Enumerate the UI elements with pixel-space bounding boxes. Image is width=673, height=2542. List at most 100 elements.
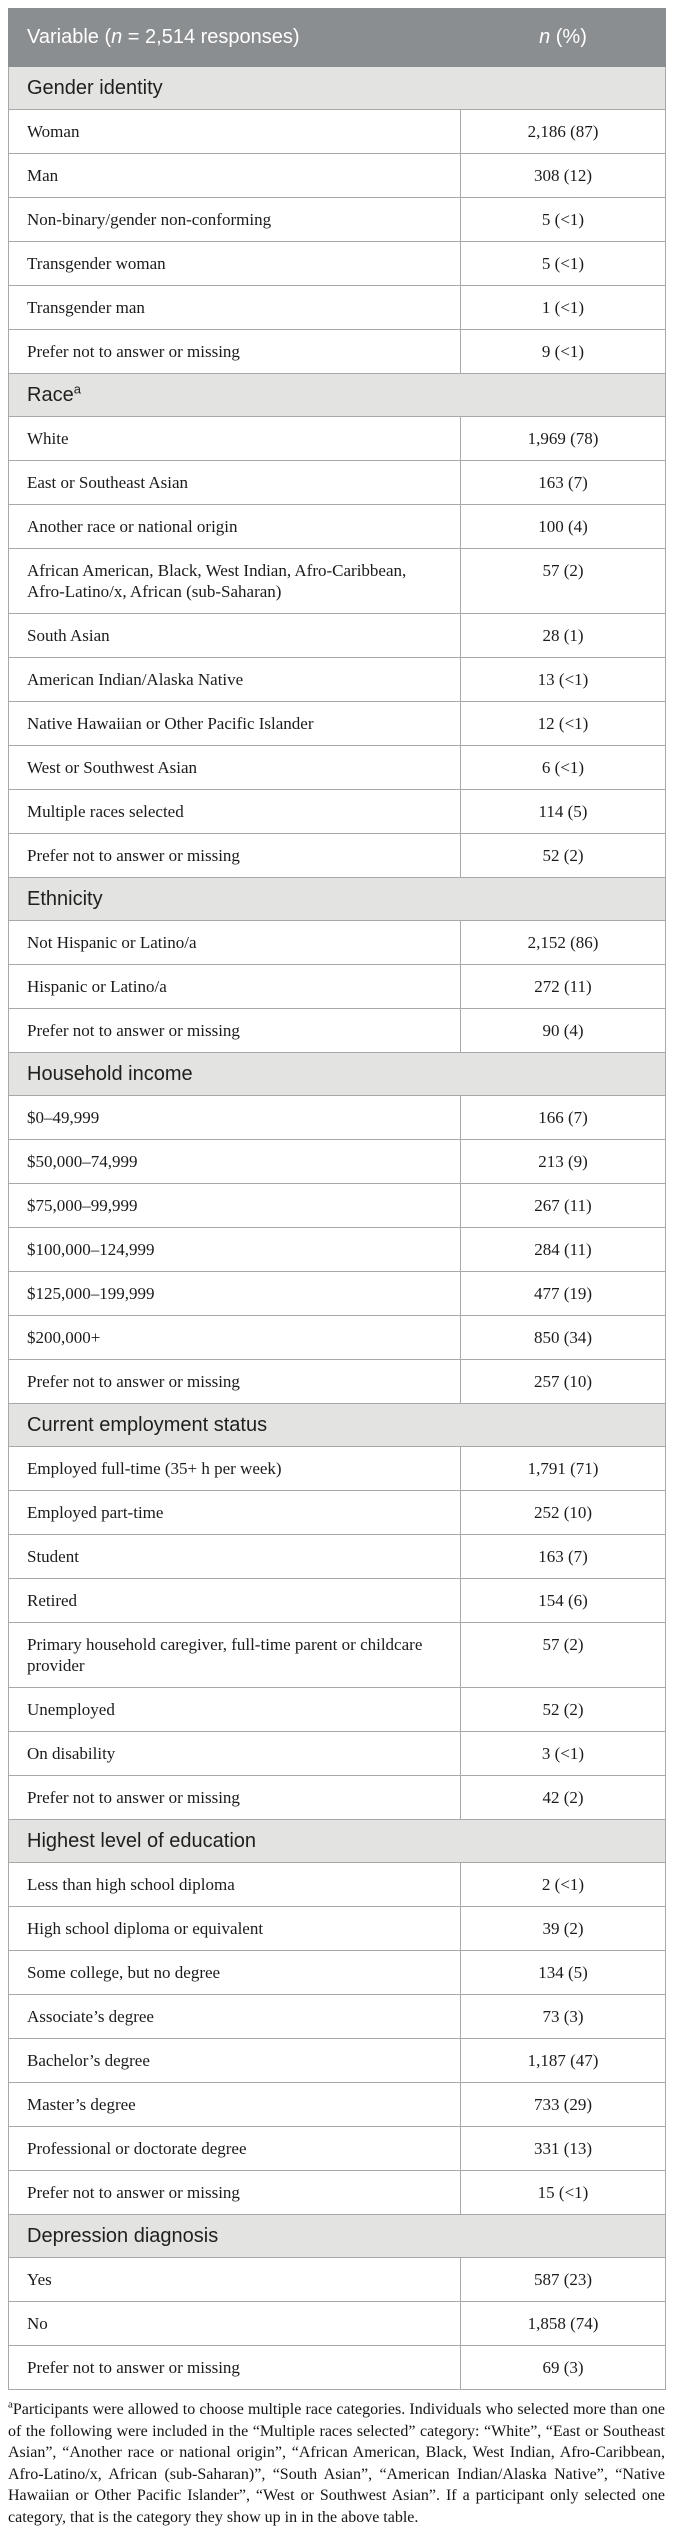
table-row: Multiple races selected 114 (5) [8, 789, 666, 834]
row-value: 12 (<1) [460, 701, 666, 746]
row-label: Associate’s degree [8, 1994, 461, 2039]
table-row: Another race or national origin 100 (4) [8, 504, 666, 549]
table-row: Prefer not to answer or missing 257 (10) [8, 1359, 666, 1404]
row-value: 308 (12) [460, 153, 666, 198]
row-value: 39 (2) [460, 1906, 666, 1951]
row-label: Prefer not to answer or missing [8, 833, 461, 878]
row-label: Transgender man [8, 285, 461, 330]
section-title: Race [27, 384, 74, 406]
row-value: 267 (11) [460, 1183, 666, 1228]
footnote-text: Participants were allowed to choose mult… [8, 2401, 665, 2526]
table-row: Employed full-time (35+ h per week) 1,791… [8, 1446, 666, 1491]
row-label: $50,000–74,999 [8, 1139, 461, 1184]
row-label: Transgender woman [8, 241, 461, 286]
header-n-percent-cell: n (%) [460, 8, 666, 67]
table-row: East or Southeast Asian 163 (7) [8, 460, 666, 505]
section-header-ethnicity: Ethnicity [8, 877, 666, 921]
row-label: $100,000–124,999 [8, 1227, 461, 1272]
table-row: $100,000–124,999 284 (11) [8, 1227, 666, 1272]
table-row: $50,000–74,999 213 (9) [8, 1139, 666, 1184]
section-title-cell: Depression diagnosis [8, 2214, 666, 2258]
row-label: African American, Black, West Indian, Af… [8, 548, 461, 614]
header-variable-prefix: Variable ( [27, 26, 112, 48]
section-title-cell: Gender identity [8, 66, 666, 110]
row-value: 57 (2) [460, 548, 666, 614]
table-row: On disability 3 (<1) [8, 1731, 666, 1776]
row-value: 166 (7) [460, 1095, 666, 1140]
row-label: Man [8, 153, 461, 198]
table-row: Not Hispanic or Latino/a 2,152 (86) [8, 920, 666, 965]
table-row: Yes 587 (23) [8, 2257, 666, 2302]
row-value: 42 (2) [460, 1775, 666, 1820]
table-footnote: aParticipants were allowed to choose mul… [8, 2399, 665, 2528]
section-header-depression-diagnosis: Depression diagnosis [8, 2214, 666, 2258]
row-value: 5 (<1) [460, 197, 666, 242]
section-title-cell: Ethnicity [8, 877, 666, 921]
table-row: Employed part-time 252 (10) [8, 1490, 666, 1535]
row-label: Another race or national origin [8, 504, 461, 549]
table-row: Associate’s degree 73 (3) [8, 1994, 666, 2039]
table-row: High school diploma or equivalent 39 (2) [8, 1906, 666, 1951]
row-value: 331 (13) [460, 2126, 666, 2171]
section-header-household-income: Household income [8, 1052, 666, 1096]
row-value: 1,858 (74) [460, 2301, 666, 2346]
section-title: Household income [27, 1063, 193, 1085]
row-label: Non-binary/gender non-conforming [8, 197, 461, 242]
section-header-gender-identity: Gender identity [8, 66, 666, 110]
table-row: Prefer not to answer or missing 52 (2) [8, 833, 666, 878]
table-row: Prefer not to answer or missing 42 (2) [8, 1775, 666, 1820]
row-label: Less than high school diploma [8, 1862, 461, 1907]
row-value: 52 (2) [460, 1687, 666, 1732]
row-value: 57 (2) [460, 1622, 666, 1688]
table-row: Prefer not to answer or missing 69 (3) [8, 2345, 666, 2390]
row-value: 73 (3) [460, 1994, 666, 2039]
table-row: Some college, but no degree 134 (5) [8, 1950, 666, 1995]
row-value: 28 (1) [460, 613, 666, 658]
row-label: $200,000+ [8, 1315, 461, 1360]
section-title-cell: Current employment status [8, 1403, 666, 1447]
row-value: 13 (<1) [460, 657, 666, 702]
row-label: $125,000–199,999 [8, 1271, 461, 1316]
row-value: 6 (<1) [460, 745, 666, 790]
row-label: $75,000–99,999 [8, 1183, 461, 1228]
row-value: 100 (4) [460, 504, 666, 549]
section-title: Current employment status [27, 1414, 268, 1436]
row-label: Master’s degree [8, 2082, 461, 2127]
row-value: 733 (29) [460, 2082, 666, 2127]
table-row: Unemployed 52 (2) [8, 1687, 666, 1732]
row-label: West or Southwest Asian [8, 745, 461, 790]
table-row: $125,000–199,999 477 (19) [8, 1271, 666, 1316]
row-value: 1 (<1) [460, 285, 666, 330]
row-label: South Asian [8, 613, 461, 658]
section-title: Depression diagnosis [27, 2225, 219, 2247]
row-label: Primary household caregiver, full-time p… [8, 1622, 461, 1688]
row-value: 154 (6) [460, 1578, 666, 1623]
row-value: 252 (10) [460, 1490, 666, 1535]
row-label: Woman [8, 109, 461, 154]
header-variable-n: n [111, 26, 123, 48]
row-label: Employed part-time [8, 1490, 461, 1535]
row-value: 1,187 (47) [460, 2038, 666, 2083]
table-row: Less than high school diploma 2 (<1) [8, 1862, 666, 1907]
section-title-superscript: a [73, 381, 81, 397]
row-value: 284 (11) [460, 1227, 666, 1272]
row-value: 15 (<1) [460, 2170, 666, 2215]
table-row: Prefer not to answer or missing 90 (4) [8, 1008, 666, 1053]
row-label: Student [8, 1534, 461, 1579]
row-label: White [8, 416, 461, 461]
row-value: 213 (9) [460, 1139, 666, 1184]
table-row: Transgender woman 5 (<1) [8, 241, 666, 286]
row-value: 69 (3) [460, 2345, 666, 2390]
row-value: 587 (23) [460, 2257, 666, 2302]
row-value: 90 (4) [460, 1008, 666, 1053]
row-value: 272 (11) [460, 964, 666, 1009]
table-row: Woman 2,186 (87) [8, 109, 666, 154]
row-label: Employed full-time (35+ h per week) [8, 1446, 461, 1491]
section-title: Highest level of education [27, 1830, 257, 1852]
table-row: Hispanic or Latino/a 272 (11) [8, 964, 666, 1009]
header-variable-suffix: = 2,514 responses) [122, 26, 300, 48]
section-header-race: Racea [8, 373, 666, 417]
table-row: $75,000–99,999 267 (11) [8, 1183, 666, 1228]
table-row: African American, Black, West Indian, Af… [8, 548, 666, 614]
